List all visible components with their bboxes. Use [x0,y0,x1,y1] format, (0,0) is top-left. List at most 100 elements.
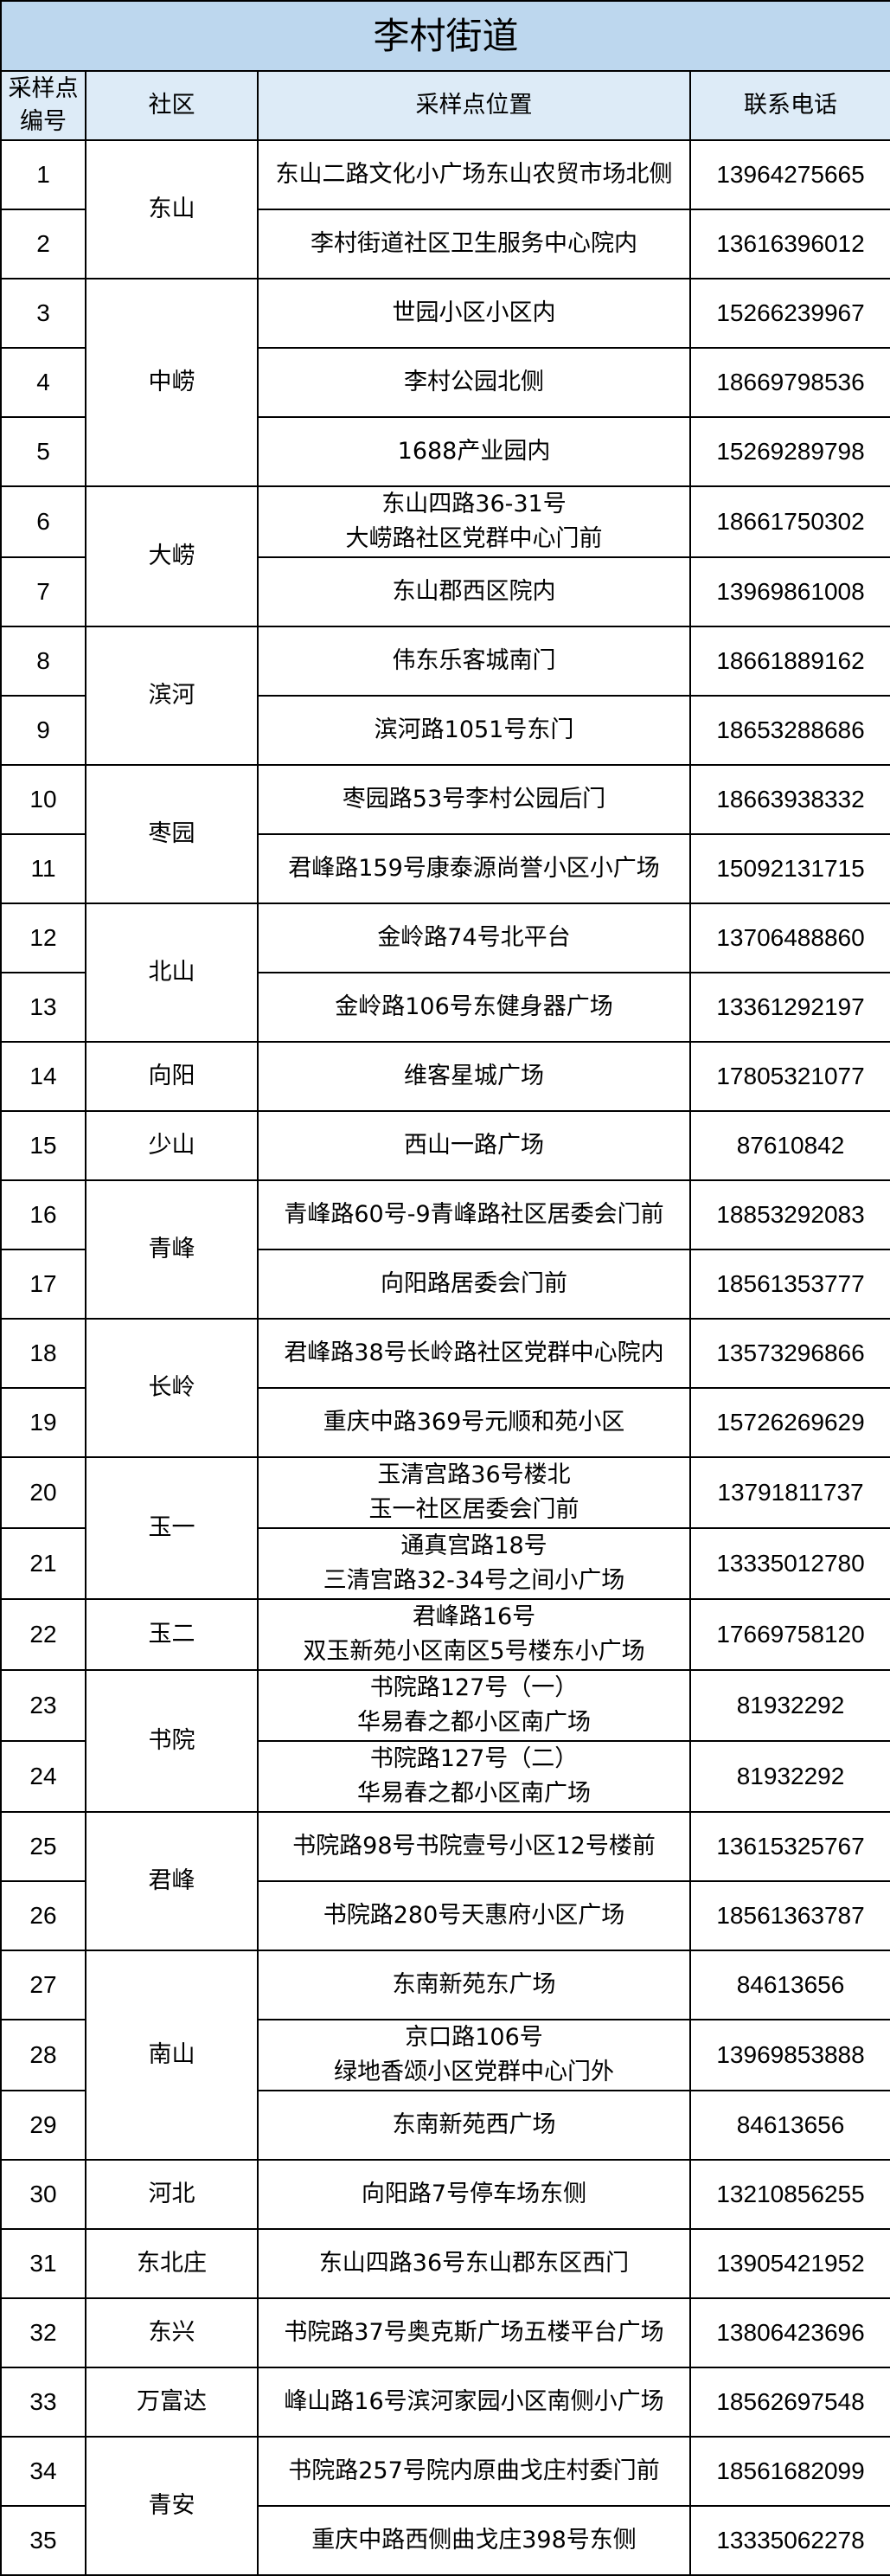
community-name: 少山 [85,1110,259,1181]
contact-phone: 13806423696 [688,2297,890,2368]
table-row: 6 大崂 东山四路36-31号 大崂路社区党群中心门前 18661750302 [0,485,890,627]
contact-phone: 13573296866 [688,1318,890,1389]
sample-location: 书院路37号奥克斯广场五楼平台广场 [257,2297,691,2368]
location-line: 重庆中路西侧曲戈庄398号东侧 [311,2527,637,2554]
sample-number: 27 [0,1950,86,2020]
table-row: 18 长岭 君峰路38号长岭路社区党群中心院内 13573296866 [0,1318,890,1458]
sample-number: 1 [0,139,86,210]
community-name: 玉二 [85,1598,259,1671]
location-line: 大崂路社区党群中心门前 [345,525,603,552]
contact-phone: 81932292 [688,1669,890,1742]
community-name: 南山 [85,1950,259,2161]
location-line: 向阳路居委会门前 [381,1270,567,1297]
community-name: 中崂 [85,278,259,487]
sample-number: 21 [0,1527,86,1600]
sample-number: 19 [0,1387,86,1458]
location-line: 书院路127号（一） [369,1674,579,1701]
sample-number: 26 [0,1880,86,1951]
table-row: 33 万富达 峰山路16号滨河家园小区南侧小广场 18562697548 [0,2367,890,2438]
sample-number: 23 [0,1669,86,1742]
sample-number: 14 [0,1041,86,1112]
sample-number: 25 [0,1811,86,1882]
sample-location: 京口路106号 绿地香颂小区党群中心门外 [257,2019,691,2091]
table-row: 12 北山 金岭路74号北平台 13706488860 [0,903,890,1043]
table-body: 1 东山 东山二路文化小广场东山农贸市场北侧 13964275665 2 李村街道社区卫生… [0,139,890,2576]
contact-phone: 13905421952 [688,2228,890,2299]
location-line: 华易春之都小区南广场 [357,1709,591,1736]
location-line: 向阳路7号停车场东侧 [361,2181,587,2207]
sample-location: 峰山路16号滨河家园小区南侧小广场 [257,2367,691,2438]
contact-phone: 18561353777 [688,1249,890,1320]
location-line: 李村公园北侧 [404,369,544,395]
sample-location: 滨河路1051号东门 [257,695,691,766]
contact-phone: 17669758120 [688,1598,890,1671]
location-line: 西山一路广场 [404,1132,544,1159]
sample-location: 东山二路文化小广场东山农贸市场北侧 [257,139,691,210]
contact-phone: 13615325767 [688,1811,890,1882]
location-line: 玉一社区居委会门前 [368,1496,579,1523]
location-line: 通真宫路18号 [400,1532,547,1559]
community-name: 大崂 [85,485,259,627]
sample-location: 书院路98号书院壹号小区12号楼前 [257,1811,691,1882]
sample-location: 枣园路53号李村公园后门 [257,764,691,835]
sample-location: 书院路127号（二） 华易春之都小区南广场 [257,1740,691,1813]
sample-number: 34 [0,2436,86,2507]
location-line: 金岭路74号北平台 [377,924,571,951]
contact-phone: 13969853888 [688,2019,890,2091]
contact-phone: 13616396012 [688,209,890,279]
table-row: 30 河北 向阳路7号停车场东侧 13210856255 [0,2159,890,2230]
location-line: 书院路280号天惠府小区广场 [323,1902,625,1929]
contact-phone: 13969861008 [688,556,890,627]
sample-location: 向阳路居委会门前 [257,1249,691,1320]
table-row: 7 东山郡西区院内 13969861008 [0,556,890,627]
location-line: 君峰路38号长岭路社区党群中心院内 [284,1339,664,1366]
location-line: 东山二路文化小广场东山农贸市场北侧 [275,161,673,188]
location-line: 东山四路36号东山郡东区西门 [318,2250,630,2277]
sample-location: 金岭路106号东健身器广场 [257,972,691,1043]
table-row: 26 书院路280号天惠府小区广场 18561363787 [0,1880,890,1951]
contact-phone: 15092131715 [688,833,890,904]
contact-phone: 18661750302 [688,485,890,558]
header-number-line1: 采样点 [8,75,79,102]
contact-phone: 18661889162 [688,626,890,697]
table-row: 11 君峰路159号康泰源尚誉小区小广场 15092131715 [0,833,890,904]
sample-location: 维客星城广场 [257,1041,691,1112]
community-name: 河北 [85,2159,259,2230]
sample-location: 书院路257号院内原曲戈庄村委门前 [257,2436,691,2507]
contact-phone: 84613656 [688,1950,890,2020]
table-row: 28 京口路106号 绿地香颂小区党群中心门外 13969853888 [0,2019,890,2091]
sample-number: 32 [0,2297,86,2368]
location-line: 1688产业园内 [397,438,551,465]
header-location: 采样点位置 [257,70,691,141]
location-line: 重庆中路369号元顺和苑小区 [323,1409,625,1436]
location-line: 玉清宫路36号楼北 [377,1461,571,1488]
community-name: 青安 [85,2436,259,2576]
table-row: 22 玉二 君峰路16号 双玉新苑小区南区5号楼东小广场 17669758120 [0,1598,890,1671]
sample-location: 东南新苑东广场 [257,1950,691,2020]
table-row: 23 书院 书院路127号（一） 华易春之都小区南广场 81932292 [0,1669,890,1813]
table-row: 20 玉一 玉清宫路36号楼北 玉一社区居委会门前 13791811737 [0,1456,890,1600]
sample-number: 22 [0,1598,86,1671]
table-row: 8 滨河 伟东乐客城南门 18661889162 [0,626,890,766]
location-line: 枣园路53号李村公园后门 [342,786,606,813]
sample-location: 金岭路74号北平台 [257,903,691,973]
contact-phone: 13791811737 [688,1456,890,1529]
location-line: 君峰路159号康泰源尚誉小区小广场 [288,855,660,882]
sample-location: 李村公园北侧 [257,347,691,418]
table-row: 1 东山 东山二路文化小广场东山农贸市场北侧 13964275665 [0,139,890,279]
contact-phone: 84613656 [688,2090,890,2161]
sample-number: 7 [0,556,86,627]
sample-number: 3 [0,278,86,349]
location-line: 世园小区小区内 [392,299,556,326]
table-row: 15 少山 西山一路广场 87610842 [0,1110,890,1181]
contact-phone: 13210856255 [688,2159,890,2230]
table-row: 19 重庆中路369号元顺和苑小区 15726269629 [0,1387,890,1458]
table-row: 5 1688产业园内 15269289798 [0,416,890,487]
contact-phone: 15266239967 [688,278,890,349]
location-line: 双玉新苑小区南区5号楼东小广场 [303,1638,645,1665]
sample-number: 9 [0,695,86,766]
location-line: 东山四路36-31号 [381,491,567,517]
table-row: 16 青峰 青峰路60号-9青峰路社区居委会门前 18853292083 [0,1179,890,1320]
contact-phone: 18561363787 [688,1880,890,1951]
